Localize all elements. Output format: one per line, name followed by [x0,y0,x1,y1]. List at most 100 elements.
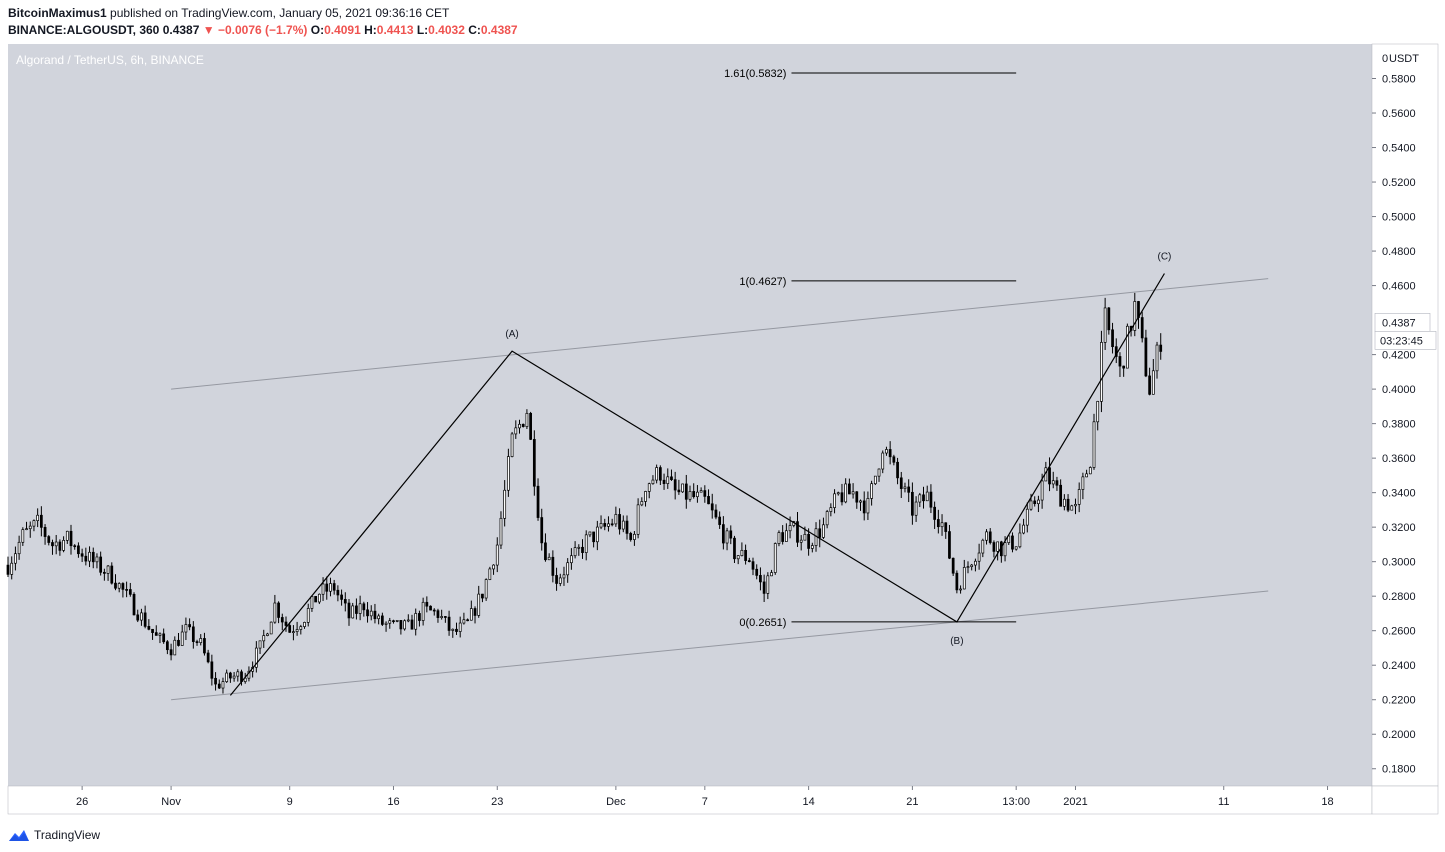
candle-body [529,412,532,440]
candle-body [1092,421,1096,468]
candle-body [132,593,136,616]
candle-body [288,625,292,633]
price-tick-label: 0.2600 [1382,626,1416,638]
candle-body [721,524,725,544]
candle-body [117,583,121,589]
close-value: 0.4387 [480,23,518,37]
candle-body [818,528,822,538]
candle-body [1018,532,1022,548]
price-tick-label: 0.1800 [1382,764,1416,776]
candle-body [677,489,681,493]
candle-body [199,638,203,644]
chart-title: Algorand / TetherUS, 6h, BINANCE [16,53,204,67]
candle-body [418,613,421,621]
candle-body [77,545,80,555]
channel-line [171,590,1269,701]
candle-body [940,522,944,528]
publisher-name[interactable]: BitcoinMaximus1 [8,6,107,20]
candle-body [366,609,369,617]
candle-body [577,546,581,549]
candle-body [425,601,429,607]
candle-body [1148,375,1151,395]
candle-body [21,529,25,543]
candle-body [388,620,392,624]
price-tick-label: 0.4200 [1382,350,1416,362]
candle-body [1122,365,1126,369]
candle-body [855,491,859,503]
candle-body [603,523,607,527]
candle-body [51,542,54,547]
candle-body [859,500,862,503]
time-tick-label: 18 [1321,796,1333,808]
candle-body [640,501,644,506]
candle-body [777,532,781,544]
candle-body [781,532,785,542]
candle-body [666,476,670,484]
candle-body [1133,301,1137,331]
candle-body [970,564,974,567]
candle-body [762,581,766,594]
candle-body [225,672,229,682]
candle-body [84,555,88,562]
candle-body [1107,307,1111,331]
price-axis [1371,43,1439,787]
candle-body [992,542,996,552]
candle-body [1111,329,1114,348]
candle-body [1003,542,1007,557]
candle-body [1062,498,1066,507]
candle-body [803,533,807,541]
tradingview-logo-icon [9,830,29,841]
time-tick-label: 7 [702,796,708,808]
candle-body [544,542,547,561]
candle-body [692,491,696,498]
candle-body [518,423,521,429]
low-label: L: [416,23,429,37]
candle-body [499,517,503,546]
candle-body [788,525,792,532]
candle-body [918,494,922,503]
candle-body [1033,500,1037,505]
candle-body [633,533,636,540]
candle-body [184,624,188,633]
publish-info: BitcoinMaximus1 published on TradingView… [8,6,449,20]
candle-body [736,555,740,560]
candle-body [266,633,269,636]
candle-body [403,620,406,630]
candle-body [536,485,540,518]
candle-body [922,494,925,502]
candle-body [380,615,384,625]
candle-body [933,506,936,520]
open-value: 0.4091 [324,23,361,37]
candle-body [740,549,744,556]
candle-body [377,615,381,620]
candle-body [466,619,469,622]
fib-level-label: 1(0.4627) [739,276,786,288]
candle-body [581,546,584,553]
tradingview-footer[interactable]: TradingView [8,828,100,842]
candle-body [306,608,310,623]
candle-body [896,461,899,479]
candle-body [881,452,885,470]
time-axis [7,785,1373,815]
candle-body [848,483,851,495]
candle-body [807,533,810,549]
candle-body [718,516,722,525]
candle-body [180,631,184,646]
last-price: 0.4387 [162,23,200,37]
candle-body [488,568,492,580]
candle-body [836,492,840,495]
candle-body [751,561,755,570]
price-tick-label: 0.5800 [1382,74,1416,86]
candle-body [206,652,210,663]
candle-body [911,491,914,516]
candle-body [455,628,458,632]
candle-body [43,527,47,537]
high-label: H: [364,23,377,37]
candle-body [1037,499,1040,505]
candle-body [32,520,36,527]
price-tick-label: 0.3200 [1382,522,1416,534]
price-tick-label: 0.4600 [1382,281,1416,293]
bar-countdown: 03:23:45 [1380,335,1423,347]
candle-body [95,556,99,563]
